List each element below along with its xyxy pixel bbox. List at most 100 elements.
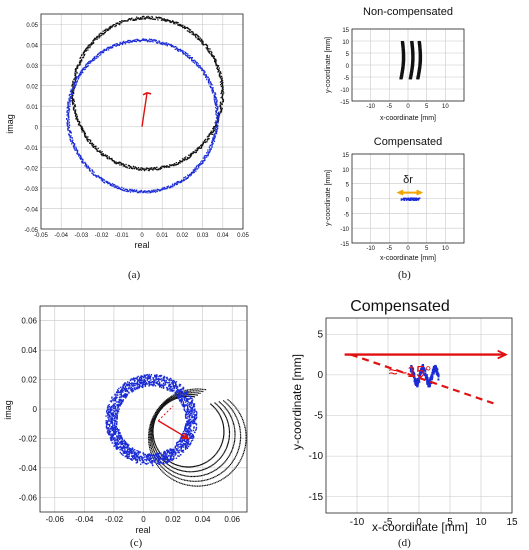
c-xtick-label: -0.06 [46,515,65,524]
panel-c-ylabel: imag [3,400,13,420]
d-ytick-label: -15 [309,492,324,503]
panel-a-frame [40,13,244,230]
d-ytick-label: -5 [314,411,323,422]
a-ytick-label: -0.01 [24,146,38,152]
a-xtick-label: 0 [140,233,144,239]
a-ytick-label: 0.04 [26,44,38,50]
a-xtick-label: -0.05 [34,233,48,239]
d-ytick-label: 5 [317,329,323,340]
c-xtick-label: -0.02 [105,515,124,524]
black-spiral-series [147,388,247,487]
panel-d-title: Compensated [350,298,450,315]
a-xtick-label: 0.01 [156,233,168,239]
blue-band-series [400,197,421,201]
a-xtick-label: -0.04 [54,233,68,239]
panel-b-bottom-frame [351,153,465,244]
red-dashed-tilt-line [350,353,494,405]
bt-ytick-label: 0 [346,64,350,70]
panel-c-frame [39,305,248,513]
a-ytick-label: -0.03 [24,187,38,193]
bt-ytick-label: -5 [344,76,350,82]
bb-xtick-label: 10 [442,246,449,252]
a-ytick-label: 0.01 [26,105,38,111]
c-ytick-label: -0.04 [19,464,38,473]
panel-a-label: (a) [128,269,141,281]
a-xtick-label: 0.03 [197,233,209,239]
panel-b-top-ylabel: y-coordinate [mm] [325,37,332,93]
panel-c-chart: -0.06 -0.04 -0.02 0 0.02 0.04 0.06 0.06 0.04 0.02… [3,305,248,535]
bt-xtick-label: -10 [366,104,375,110]
panel-d-label: (d) [398,537,411,549]
red-vector [141,92,148,127]
a-ytick-label: -0.02 [24,167,38,173]
bt-ytick-label: 5 [346,52,350,58]
panel-d-annotation: ≈ -15° [389,364,432,381]
d-xtick-label: 15 [506,517,518,528]
panel-b-bottom-annotation: δr [403,174,413,186]
panel-c-label: (c) [130,537,143,549]
orange-arrow-head-right [416,189,424,196]
panel-b-bottom-title: Compensated [374,136,443,148]
panel-b-top-xlabel: x-coordinate [mm] [380,115,436,122]
bt-ytick-label: -10 [340,88,349,94]
c-ytick-label: 0.02 [21,376,37,385]
a-xtick-label: -0.02 [95,233,109,239]
black-loop-series [416,40,423,80]
bb-ytick-label: 5 [346,183,350,189]
panel-b-top-chart: Non-compensated -10 -5 0 5 10151050-5-10-15 … [325,6,465,122]
c-ytick-label: 0 [33,405,38,414]
a-ytick-label: 0 [35,126,39,132]
d-xtick-label: -10 [350,517,365,528]
bt-ytick-label: 10 [342,40,349,46]
panel-d-xlabel: x-coordinate [mm] [372,520,468,534]
panel-d-frame [325,317,513,514]
c-ytick-label: 0.06 [21,317,37,326]
bt-ytick-label: 15 [342,28,349,34]
red-vector-head [142,91,152,96]
c-ytick-label: -0.02 [19,434,38,443]
red-arrow-head [497,349,508,360]
red-vector [157,420,189,440]
c-xtick-label: 0 [141,515,146,524]
panel-b-bottom-chart: Compensated -10 -5 0 5 10 15 10 5 0 -5 -10 -15 δr x… [325,136,465,262]
bb-ytick-label: 0 [346,198,350,204]
bb-ytick-label: 15 [342,153,349,159]
a-xtick-label: -0.03 [75,233,89,239]
a-xtick-label: -0.01 [115,233,129,239]
a-xtick-label: 0.05 [237,233,249,239]
a-ytick-label: -0.05 [24,228,38,234]
a-xtick-label: 0.02 [177,233,189,239]
panel-d-ylabel: y-coordinate [mm] [290,354,304,450]
bb-ytick-label: -5 [344,212,350,218]
red-vector-head [181,432,190,440]
d-xtick-label: 10 [475,517,487,528]
c-xtick-label: -0.04 [75,515,94,524]
c-ytick-label: -0.06 [19,493,38,502]
a-ytick-label: 0.05 [26,23,38,29]
bb-ytick-label: 10 [342,168,349,174]
panel-b-bottom-xlabel: x-coordinate [mm] [380,255,436,262]
a-xtick-label: 0.04 [217,233,229,239]
black-loop-series [399,40,406,80]
bt-ytick-label: -15 [340,100,349,106]
red-dashed-guide [157,405,174,422]
c-xtick-label: 0.02 [165,515,181,524]
bb-xtick-label: -10 [366,246,375,252]
d-xtick-label: 0 [416,517,422,528]
bb-xtick-label: 0 [406,246,410,252]
black-loop-series [408,40,415,80]
panel-b-label: (b) [398,269,411,281]
bt-xtick-label: 10 [442,104,449,110]
d-ytick-label: 0 [317,370,323,381]
orange-arrow-head-left [396,189,404,196]
panel-b-top-frame [351,28,465,102]
c-xtick-label: 0.04 [195,515,211,524]
c-xtick-label: 0.06 [224,515,240,524]
a-ytick-label: 0.02 [26,85,38,91]
panel-a-xlabel: real [134,240,149,250]
bt-xtick-label: 0 [406,104,410,110]
bb-xtick-label: -5 [387,246,393,252]
d-xtick-label: -5 [384,517,393,528]
panel-d-chart: Compensated -10 -5 0 5 10 15 5 0 -5 -10 -15 ≈ -15°… [290,298,518,534]
